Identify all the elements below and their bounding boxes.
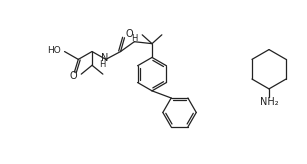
Text: O: O (126, 29, 133, 39)
Text: N: N (101, 53, 109, 63)
Text: H: H (131, 34, 138, 43)
Text: O: O (70, 71, 77, 81)
Text: H: H (99, 60, 105, 69)
Text: HO: HO (47, 46, 60, 55)
Text: NH₂: NH₂ (260, 97, 278, 107)
